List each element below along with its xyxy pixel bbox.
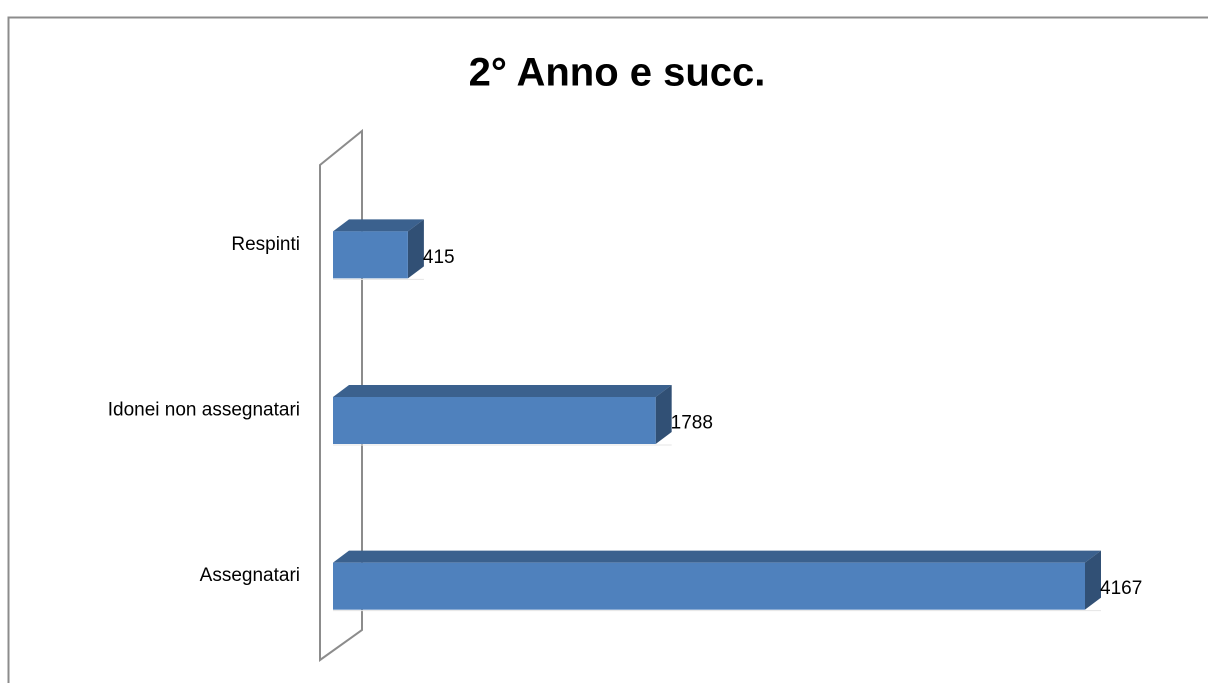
bar-side <box>1085 550 1101 610</box>
value-label: 1788 <box>671 413 713 434</box>
bar <box>333 397 656 444</box>
chart-title: 2° Anno e succ. <box>469 51 766 95</box>
bar-top <box>333 385 672 397</box>
bar <box>333 562 1085 610</box>
axis-wall <box>319 128 363 662</box>
bar <box>333 231 408 279</box>
bar-side <box>655 385 672 444</box>
category-label: Idonei non assegnatari <box>108 400 300 421</box>
bar-side <box>407 219 424 279</box>
bar-top <box>333 219 424 232</box>
category-label: Assegnatari <box>200 565 300 586</box>
bar-top <box>333 550 1101 563</box>
value-label: 415 <box>423 247 455 268</box>
category-label: Respinti <box>231 234 300 255</box>
value-label: 4167 <box>1100 578 1142 599</box>
